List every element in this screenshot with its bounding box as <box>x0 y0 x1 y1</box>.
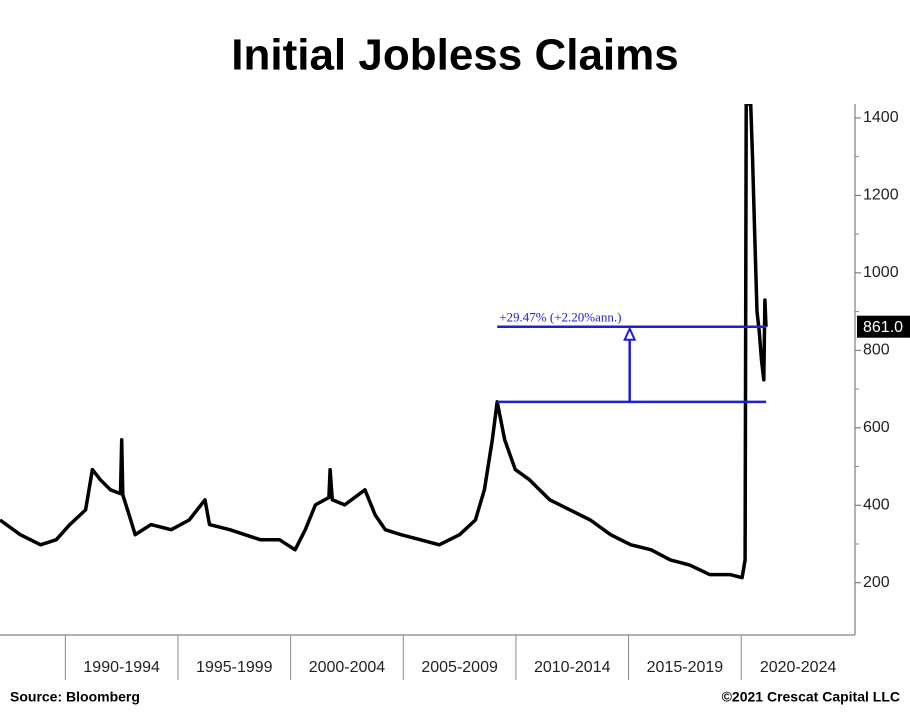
data-line <box>0 104 768 580</box>
arrow-head <box>623 326 637 341</box>
annotation-label: +29.47% (+2.20%ann.) <box>499 310 621 325</box>
source: Source: Bloomberg <box>10 689 140 705</box>
x-tick-label: 1995-1999 <box>196 659 273 676</box>
x-tick-label: 1990-1994 <box>83 659 160 676</box>
y-tick-label: 400 <box>863 496 890 513</box>
y-tick-label: 1000 <box>863 264 899 281</box>
x-tick-label: 2015-2019 <box>647 659 724 676</box>
y-tick-label: 600 <box>863 419 890 436</box>
x-tick-label: 2010-2014 <box>534 659 611 676</box>
y-tick-label: 800 <box>863 342 890 359</box>
last-value-box <box>857 315 910 338</box>
last-value-label: 861.0 <box>863 319 903 336</box>
y-tick-label: 1400 <box>863 109 899 126</box>
y-tick-label: 1200 <box>863 187 899 204</box>
chart-title: Initial Jobless Claims <box>231 31 679 80</box>
credit: ©2021 Crescat Capital LLC <box>722 689 900 705</box>
x-tick-label: 2005-2009 <box>421 659 498 676</box>
x-tick-label: 2020-2024 <box>760 659 837 676</box>
y-tick-label: 200 <box>863 574 890 591</box>
x-tick-label: 2000-2004 <box>309 659 386 676</box>
